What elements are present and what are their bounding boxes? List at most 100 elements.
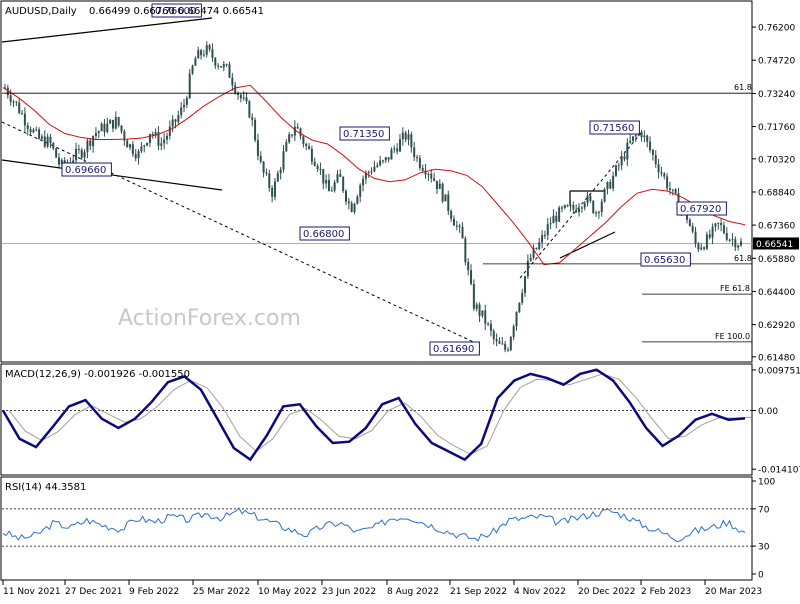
candle-body bbox=[183, 104, 186, 108]
price-annotation-box bbox=[640, 252, 691, 267]
candle-body bbox=[433, 178, 436, 181]
candle-body bbox=[109, 119, 112, 124]
x-axis-label: 21 Sep 2022 bbox=[450, 587, 507, 597]
candle-body bbox=[89, 140, 92, 147]
price-annotation-box bbox=[676, 201, 727, 216]
price-axis-label: 0.62920 bbox=[758, 321, 795, 331]
candle-body bbox=[217, 65, 220, 67]
candle-body bbox=[143, 145, 146, 147]
candle-body bbox=[350, 203, 353, 212]
candle-body bbox=[444, 194, 447, 202]
x-axis-label: 20 Dec 2022 bbox=[578, 587, 636, 597]
macd-panel-frame bbox=[0, 363, 753, 476]
candle-body bbox=[603, 188, 606, 202]
price-annotation-label: 0.66800 bbox=[303, 229, 344, 240]
candle-body bbox=[214, 58, 217, 66]
candle-body bbox=[578, 208, 581, 212]
candle-body bbox=[663, 173, 666, 177]
channel-line-1 bbox=[559, 231, 616, 259]
candle-body bbox=[77, 148, 80, 150]
candle-body bbox=[734, 239, 737, 248]
candle-body bbox=[401, 132, 404, 140]
candle-body bbox=[575, 209, 578, 212]
candle-body bbox=[359, 185, 362, 197]
candle-body bbox=[640, 131, 643, 138]
candle-body bbox=[35, 129, 38, 131]
candle-body bbox=[390, 149, 393, 160]
candle-body bbox=[160, 143, 163, 146]
level-label: 61.8 bbox=[734, 254, 752, 263]
candle-body bbox=[407, 134, 410, 140]
candle-body bbox=[222, 64, 225, 68]
candle-body bbox=[651, 150, 654, 155]
price-panel-frame bbox=[0, 0, 753, 363]
candle-body bbox=[154, 132, 157, 136]
candle-body bbox=[146, 142, 149, 146]
candle-body bbox=[697, 243, 700, 250]
candle-body bbox=[509, 336, 512, 351]
candle-body bbox=[396, 148, 399, 152]
candle-body bbox=[649, 141, 652, 151]
candle-body bbox=[208, 45, 211, 50]
candle-body bbox=[202, 54, 205, 56]
candle-body bbox=[441, 183, 444, 202]
candle-body bbox=[43, 136, 46, 147]
candle-body bbox=[546, 224, 549, 236]
candle-body bbox=[700, 247, 703, 250]
candle-body bbox=[106, 123, 109, 132]
candle-body bbox=[626, 142, 629, 160]
candle-body bbox=[52, 142, 55, 149]
candle-body bbox=[373, 166, 376, 172]
rsi-panel-frame bbox=[0, 476, 753, 581]
candle-body bbox=[393, 148, 396, 150]
candle-body bbox=[705, 234, 708, 249]
candle-body bbox=[168, 126, 171, 136]
price-annotation-label: 0.65630 bbox=[644, 255, 685, 266]
candle-body bbox=[205, 45, 208, 55]
candle-body bbox=[325, 180, 328, 184]
candle-body bbox=[336, 174, 339, 183]
candle-body bbox=[592, 200, 595, 213]
candle-body bbox=[532, 247, 535, 258]
candle-body bbox=[129, 144, 132, 148]
candle-body bbox=[529, 257, 532, 261]
candle-body bbox=[29, 129, 32, 133]
candle-body bbox=[165, 135, 168, 140]
candle-body bbox=[424, 170, 427, 175]
candle-body bbox=[435, 180, 438, 189]
trendline-dashed-decline bbox=[1, 121, 481, 346]
candle-body bbox=[447, 194, 450, 212]
candle-body bbox=[12, 101, 15, 103]
candle-body bbox=[589, 195, 592, 201]
candle-body bbox=[291, 134, 294, 136]
x-axis-label: 4 Nov 2022 bbox=[514, 587, 566, 597]
candle-body bbox=[231, 77, 234, 86]
candle-body bbox=[92, 135, 95, 147]
x-axis-label: 11 Nov 2021 bbox=[3, 587, 61, 597]
candle-body bbox=[46, 136, 49, 147]
candle-body bbox=[632, 136, 635, 141]
candle-body bbox=[254, 119, 257, 141]
candle-body bbox=[606, 181, 609, 189]
candle-body bbox=[80, 149, 83, 158]
candle-body bbox=[245, 97, 248, 102]
x-axis-label: 23 Jun 2022 bbox=[322, 587, 376, 597]
candle-body bbox=[450, 211, 453, 219]
candle-body bbox=[15, 101, 18, 103]
candle-body bbox=[569, 205, 572, 207]
candle-body bbox=[452, 218, 455, 226]
rsi-axis-label: 70 bbox=[758, 505, 770, 515]
candle-body bbox=[342, 176, 345, 191]
chart-ohlc: 0.66499 0.66760 0.66474 0.66541 bbox=[89, 6, 264, 17]
x-axis-label: 9 Feb 2022 bbox=[129, 587, 179, 597]
candle-body bbox=[708, 234, 711, 238]
candle-body bbox=[717, 222, 720, 224]
candle-body bbox=[478, 304, 481, 316]
candle-body bbox=[265, 172, 268, 174]
candle-body bbox=[617, 165, 620, 167]
candle-body bbox=[94, 133, 97, 136]
candle-body bbox=[495, 339, 498, 342]
price-axis-label: 0.76200 bbox=[758, 24, 795, 34]
candle-body bbox=[671, 189, 674, 191]
